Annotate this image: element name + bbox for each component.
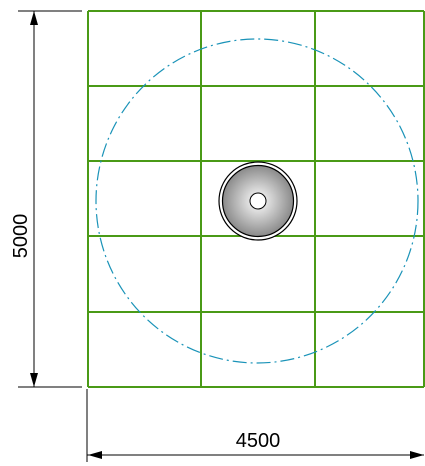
width-dimension-label: 4500 <box>236 430 281 452</box>
arrow-right-icon <box>410 451 424 459</box>
round-fixture-icon <box>218 161 298 241</box>
height-dimension: 5000 <box>10 10 82 388</box>
clearance-circle <box>95 38 419 364</box>
arrow-left-icon <box>88 451 102 459</box>
width-dimension: 4500 <box>86 389 424 462</box>
arrow-down-icon <box>30 373 38 387</box>
height-dimension-label: 5000 <box>10 214 32 259</box>
arrow-up-icon <box>30 11 38 25</box>
